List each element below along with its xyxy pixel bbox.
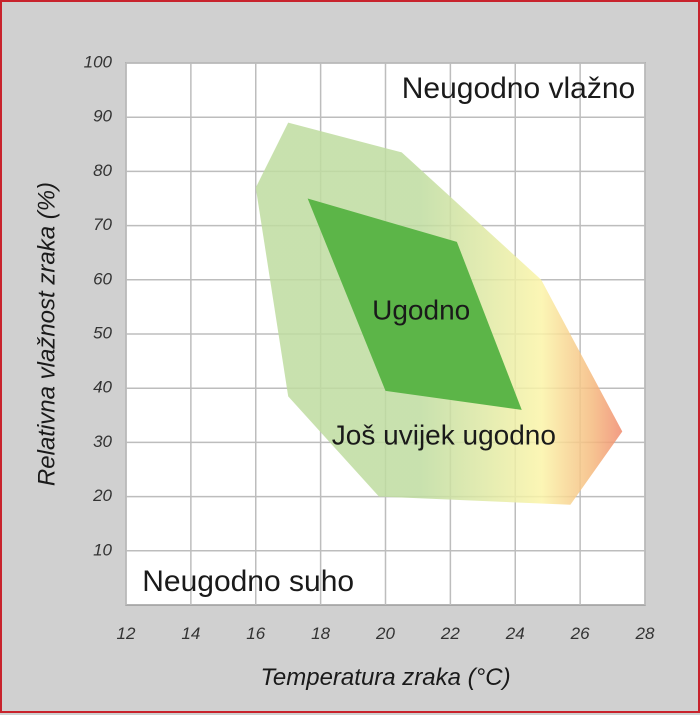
zones (255, 122, 623, 505)
y-tick-label: 10 (93, 540, 112, 559)
y-tick-label: 40 (93, 378, 112, 397)
x-tick-label: 18 (311, 624, 330, 643)
y-tick-label: 30 (93, 432, 112, 451)
y-tick-label: 80 (93, 161, 112, 180)
x-tick-label: 26 (570, 624, 590, 643)
annotations: Još uvijek ugodno Ugodno Neugodno vlažno Ne… (142, 72, 635, 598)
y-tick-label: 20 (92, 486, 112, 505)
x-tick-label: 14 (181, 624, 200, 643)
y-axis-label: Relativna vlažnost zraka (%) (33, 182, 60, 486)
y-tick-label: 100 (84, 52, 113, 71)
y-tick-label: 70 (93, 215, 112, 234)
uncomfortable-humid-label: Neugodno vlažno (402, 72, 636, 105)
x-tick-label: 28 (635, 624, 655, 643)
x-tick-label: 24 (505, 624, 525, 643)
comfortable-label: Ugodno (372, 295, 470, 326)
y-tick-label: 50 (93, 323, 112, 342)
tick-labels: 12 14 16 18 20 22 24 26 28 10 20 30 40 50 60 70 80 90 100 (84, 52, 655, 643)
x-tick-label: 12 (117, 624, 136, 643)
uncomfortable-dry-label: Neugodno suho (142, 565, 354, 598)
y-tick-label: 60 (93, 269, 112, 288)
x-tick-label: 16 (246, 624, 265, 643)
still-comfortable-label: Još uvijek ugodno (332, 419, 556, 450)
x-axis-label: Temperatura zraka (°C) (260, 664, 510, 691)
x-tick-label: 22 (440, 624, 460, 643)
x-tick-label: 20 (375, 624, 395, 643)
comfortable-zone (307, 198, 522, 410)
y-tick-label: 90 (93, 107, 112, 126)
grid (125, 62, 646, 605)
